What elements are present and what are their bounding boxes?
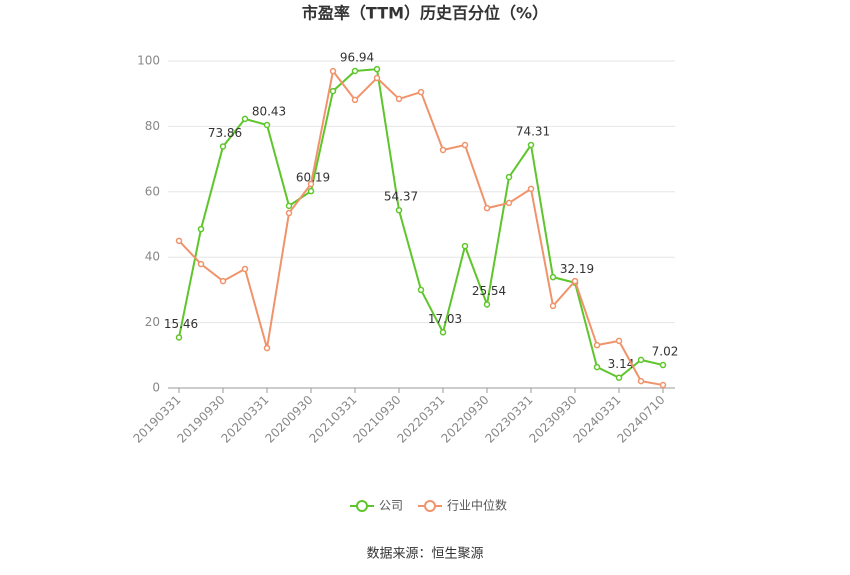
data-label: 3.14: [608, 357, 635, 371]
y-tick-label: 40: [145, 250, 160, 264]
data-label: 32.19: [560, 262, 594, 276]
point: [659, 361, 667, 369]
data-label: 80.43: [252, 104, 286, 118]
data-label: 15.46: [164, 317, 198, 331]
y-tick-label: 20: [145, 315, 160, 329]
point: [417, 88, 425, 96]
point: [241, 115, 249, 123]
point: [285, 202, 293, 210]
point: [263, 121, 271, 129]
y-tick-label: 100: [137, 54, 160, 68]
point: [549, 273, 557, 281]
point: [219, 143, 227, 150]
point: [351, 67, 359, 75]
point: [175, 334, 183, 341]
point: [527, 185, 535, 193]
point: [351, 96, 359, 104]
point: [615, 374, 623, 381]
point: [241, 265, 249, 273]
y-tick-label: 0: [152, 381, 160, 395]
point: [395, 206, 403, 214]
point: [285, 209, 293, 217]
point: [219, 277, 227, 285]
x-tick-label: 20240710: [615, 393, 668, 446]
point: [571, 277, 579, 285]
point: [549, 302, 557, 310]
point: [197, 225, 205, 233]
point: [659, 381, 667, 389]
point: [373, 74, 381, 82]
data-label: 17.03: [428, 312, 462, 326]
data-label: 74.31: [516, 125, 550, 139]
data-label: 54.37: [384, 190, 418, 204]
point: [527, 141, 535, 149]
point: [483, 204, 491, 212]
point: [329, 67, 337, 75]
point: [439, 329, 447, 336]
point: [395, 95, 403, 103]
data-label: 96.94: [340, 51, 374, 65]
legend-label: 行业中位数: [447, 498, 507, 513]
chart-title: 市盈率（TTM）历史百分位（%）: [302, 4, 548, 23]
point: [439, 146, 447, 154]
point: [175, 237, 183, 245]
point: [593, 341, 601, 349]
point: [373, 65, 381, 73]
data-label: 73.86: [208, 126, 242, 140]
point: [483, 301, 491, 308]
y-tick-label: 60: [145, 184, 160, 198]
y-tick-label: 80: [145, 119, 160, 133]
point: [461, 242, 469, 250]
point: [307, 180, 315, 188]
data-label: 7.02: [652, 345, 679, 359]
legend-label: 公司: [379, 499, 403, 513]
point: [263, 344, 271, 352]
point: [615, 337, 623, 345]
data-label: 25.54: [472, 284, 506, 298]
source: 数据来源：恒生聚源: [366, 547, 483, 562]
legend-marker: [356, 500, 368, 512]
point: [637, 356, 645, 364]
point: [637, 377, 645, 385]
point: [461, 141, 469, 149]
point: [307, 187, 315, 195]
point: [329, 87, 337, 95]
legend-marker: [424, 500, 437, 512]
point: [505, 173, 513, 181]
point: [197, 260, 205, 268]
point: [417, 286, 425, 294]
point: [505, 199, 513, 207]
point: [593, 363, 601, 371]
